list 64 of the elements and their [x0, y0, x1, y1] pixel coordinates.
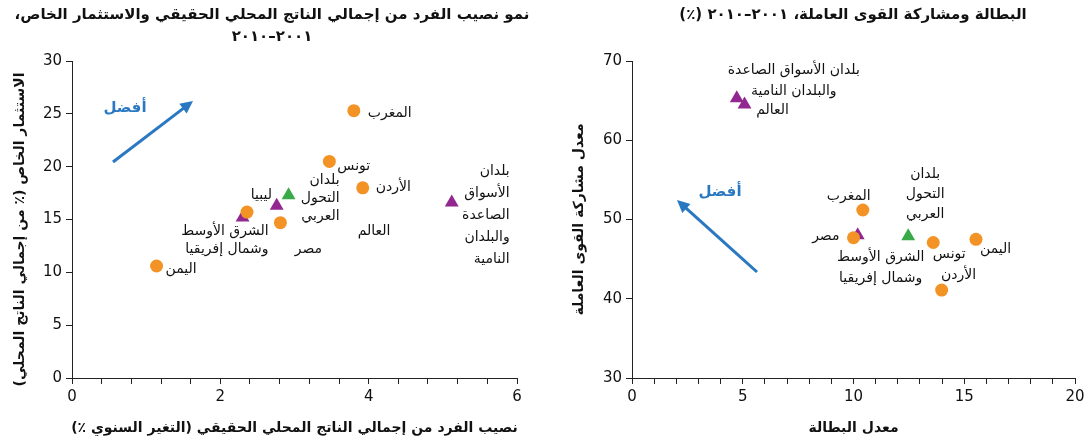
annotation: أفضل — [698, 180, 742, 200]
y-tick-label: 25 — [42, 103, 62, 122]
x-tick-label: 15 — [954, 386, 974, 405]
y-tick-label: 15 — [42, 209, 62, 228]
annotation: تونس — [337, 157, 371, 175]
annotation: اليمن — [979, 239, 1012, 257]
y-tick-label: 20 — [42, 156, 62, 175]
y-tick-label: 40 — [602, 288, 622, 307]
y-tick-label: 0 — [52, 367, 62, 386]
annotation: الشرق الأوسط وشمال إفريقيا — [837, 246, 925, 286]
y-axis-title: معدل مشاركة القوى العاملة — [569, 123, 587, 316]
point — [847, 231, 860, 245]
y-tick-label: 30 — [602, 367, 622, 386]
point — [737, 96, 752, 109]
annotation: ليبيا — [250, 185, 273, 202]
y-tick-label: 10 — [42, 262, 62, 281]
annotation: الأردن — [375, 177, 411, 196]
annotation: أفضل — [103, 96, 147, 116]
annotation: بلدان الأسواق الصاعدة والبلدان النامية — [727, 59, 860, 99]
x-axis-title: معدل البطالة — [808, 418, 899, 435]
annotation: مصر — [293, 240, 323, 258]
x-tick-label: 6 — [512, 386, 522, 405]
annotation: بلدان الأسواق الصاعدة والبلدان النامية — [462, 162, 510, 267]
y-tick-label: 30 — [42, 50, 62, 69]
annotation: تونس — [932, 245, 966, 263]
y-tick-label: 5 — [52, 315, 62, 334]
x-tick-label: 10 — [843, 386, 864, 405]
point — [901, 228, 916, 241]
annotation: اليمن — [165, 259, 197, 277]
point — [926, 235, 940, 249]
point — [269, 197, 284, 210]
point — [347, 104, 361, 118]
point — [856, 203, 870, 217]
chart-title: البطالة ومشاركة القوى العاملة، ٢٠٠١–٢٠١٠ (٪) — [679, 4, 1027, 23]
x-tick-label: 0 — [67, 386, 77, 405]
point — [935, 283, 949, 297]
y-tick-label: 50 — [602, 209, 622, 228]
point — [273, 216, 287, 230]
x-tick-label: 2 — [215, 386, 226, 405]
annotation: المغرب — [367, 104, 412, 122]
point — [969, 232, 983, 246]
annotation: الأردن — [941, 264, 977, 283]
x-tick-label: 20 — [1065, 386, 1085, 405]
annotation: مصر — [811, 227, 840, 245]
annotation: المغرب — [826, 186, 871, 204]
annotation: العالم — [357, 221, 391, 239]
x-tick-label: 5 — [737, 386, 748, 405]
x-tick-label: 0 — [627, 386, 637, 405]
point — [240, 205, 254, 219]
point — [444, 194, 459, 207]
point — [356, 181, 370, 195]
annotation: الشرق الأوسط وشمال إفريقيا — [181, 221, 269, 258]
point — [322, 154, 336, 168]
point — [729, 90, 744, 103]
y-axis-title: الاستثمار الخاص (٪ من إجمالي الناتج المحلي) — [10, 72, 28, 387]
point — [281, 187, 296, 200]
annotation: بلدان التحول العربي — [905, 164, 945, 222]
y-tick-label: 70 — [602, 50, 622, 69]
point — [150, 259, 164, 273]
x-axis-title: نصيب الفرد من إجمالي الناتج المحلي الحقيقي (التغير السنوي ٪) — [71, 418, 518, 437]
annotation: العالم — [756, 101, 789, 119]
chart-title: نمو نصيب الفرد من إجمالي الناتج المحلي الحقيقي والاستثمار الخاص، ٢٠٠١–٢٠١٠ — [14, 4, 530, 45]
y-tick-label: 60 — [602, 130, 622, 149]
x-tick-label: 4 — [363, 386, 374, 405]
